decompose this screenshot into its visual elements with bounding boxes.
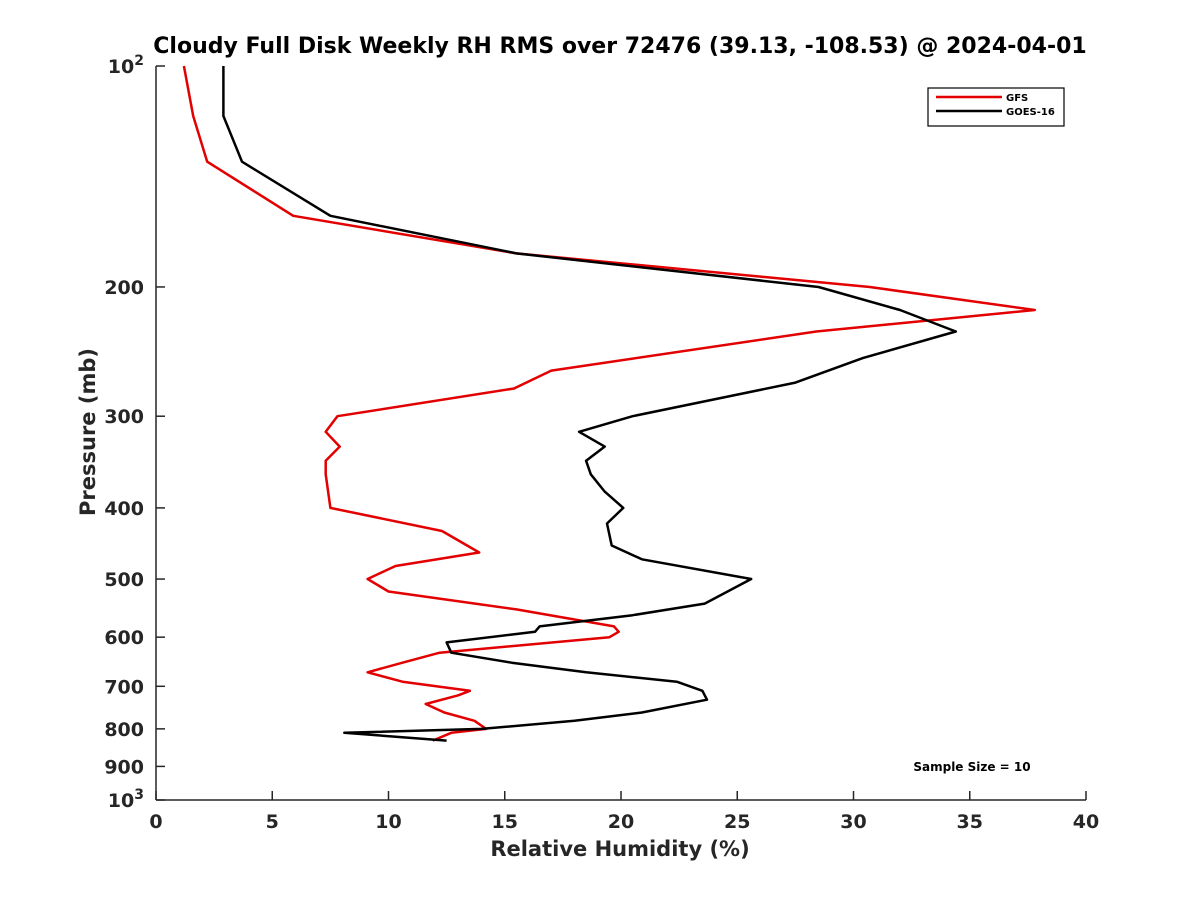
- y-tick-label: 200: [104, 277, 144, 299]
- x-tick-label: 25: [724, 811, 750, 833]
- legend-box: [927, 87, 1065, 127]
- series-line-gfs: [182, 65, 1037, 742]
- chart-title: Cloudy Full Disk Weekly RH RMS over 7247…: [153, 34, 1086, 59]
- x-axis-label: Relative Humidity (%): [490, 837, 749, 861]
- x-tick-label: 10: [375, 811, 401, 833]
- y-tick-label: 300: [104, 406, 144, 428]
- y-tick-label: 500: [104, 569, 144, 591]
- y-tick-label: 600: [104, 627, 144, 649]
- x-tick-label: 30: [840, 811, 866, 833]
- legend: GFS GOES-16: [927, 87, 1065, 127]
- y-tick-label: 400: [104, 498, 144, 520]
- legend-label-goes-16: GOES-16: [1006, 107, 1055, 118]
- x-tick-label: 35: [957, 811, 983, 833]
- axes: 0 5 10 15 20 25 30 35 40 102 200 300 400 500 600 700 800…: [104, 53, 1099, 833]
- y-tick-label: 800: [104, 719, 144, 741]
- y-tick-label: 700: [104, 676, 144, 698]
- series-lines: [182, 65, 1037, 742]
- x-tick-label: 40: [1073, 811, 1099, 833]
- series-line-goes-16: [222, 66, 958, 742]
- y-tick-label: 900: [104, 756, 144, 778]
- y-tick-label: 102: [108, 53, 144, 78]
- sample-size-annotation: Sample Size = 10: [913, 760, 1030, 774]
- legend-label-gfs: GFS: [1006, 93, 1028, 104]
- x-tick-label: 20: [608, 811, 634, 833]
- x-tick-label: 0: [149, 811, 162, 833]
- y-axis-label: Pressure (mb): [76, 348, 100, 516]
- x-tick-label: 5: [266, 811, 279, 833]
- y-tick-label: 103: [108, 787, 144, 812]
- x-tick-label: 15: [492, 811, 518, 833]
